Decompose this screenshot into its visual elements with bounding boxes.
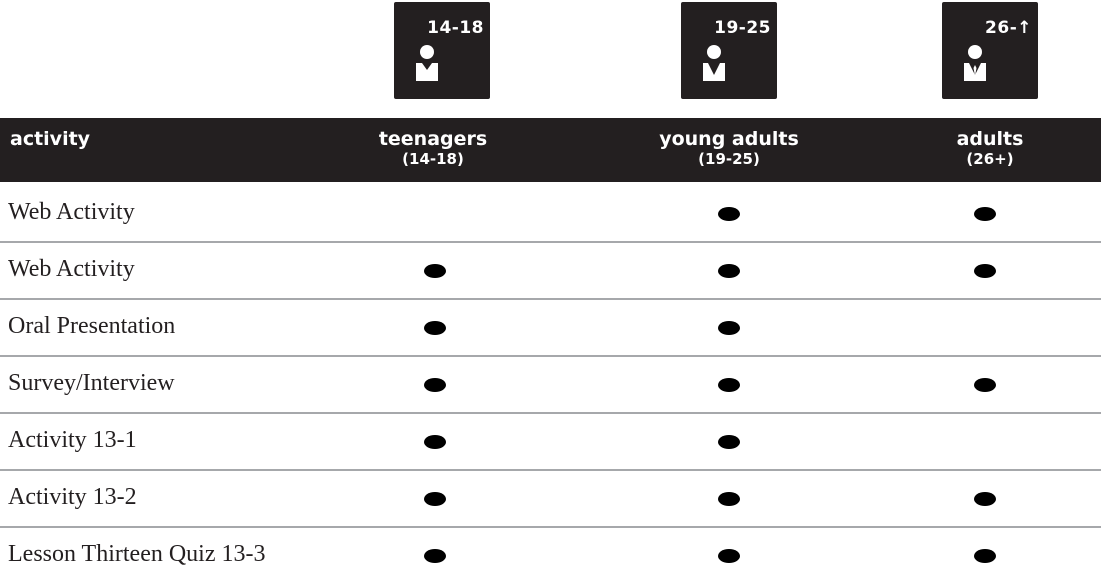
- header-activity: activity: [10, 128, 91, 150]
- adults-dot: [974, 264, 996, 278]
- teenagers-dot: [424, 492, 446, 506]
- table-row: Activity 13-1: [0, 414, 1101, 471]
- person-with-tie-icon: [964, 45, 986, 81]
- adults-dot: [974, 207, 996, 221]
- teenagers-dot: [424, 378, 446, 392]
- activity-rows: Web Activity Web Activity Oral Presentat…: [0, 186, 1101, 583]
- young-adults-dot: [718, 549, 740, 563]
- teenagers-dot: [424, 321, 446, 335]
- header-young-adults: young adults (19-25): [659, 128, 799, 168]
- table-row: Survey/Interview: [0, 357, 1101, 414]
- activity-label: Web Activity: [8, 199, 135, 225]
- person-icon: [703, 45, 725, 81]
- young-adults-dot: [718, 207, 740, 221]
- young-adults-dot: [718, 492, 740, 506]
- young-adults-dot: [718, 321, 740, 335]
- table-row: Web Activity: [0, 243, 1101, 300]
- age-badge-young-adults: 19-25: [681, 2, 777, 99]
- activity-label: Web Activity: [8, 256, 135, 282]
- teenagers-dot: [424, 549, 446, 563]
- adults-dot: [974, 378, 996, 392]
- age-badge-adults: 26-↑: [942, 2, 1038, 99]
- table-row: Activity 13-2: [0, 471, 1101, 528]
- header-adults: adults (26+): [956, 128, 1024, 168]
- age-badge-label: 14-18: [427, 18, 484, 38]
- teenagers-dot: [424, 435, 446, 449]
- table-row: Lesson Thirteen Quiz 13-3: [0, 528, 1101, 583]
- table-row: Oral Presentation: [0, 300, 1101, 357]
- adults-dot: [974, 492, 996, 506]
- table-header: activity teenagers (14-18) young adults …: [0, 118, 1101, 182]
- activity-label: Activity 13-1: [8, 427, 137, 453]
- young-adults-dot: [718, 378, 740, 392]
- activity-label: Activity 13-2: [8, 484, 137, 510]
- age-badge-label: 19-25: [714, 18, 771, 38]
- activity-label: Oral Presentation: [8, 313, 176, 339]
- adults-dot: [974, 549, 996, 563]
- activity-label: Survey/Interview: [8, 370, 175, 396]
- age-badge-teenagers: 14-18: [394, 2, 490, 99]
- activity-label: Lesson Thirteen Quiz 13-3: [8, 541, 266, 567]
- person-icon: [416, 45, 438, 81]
- young-adults-dot: [718, 264, 740, 278]
- teenagers-dot: [424, 264, 446, 278]
- young-adults-dot: [718, 435, 740, 449]
- age-badge-label: 26-↑: [985, 18, 1032, 38]
- table-row: Web Activity: [0, 186, 1101, 243]
- header-teenagers: teenagers (14-18): [378, 128, 488, 168]
